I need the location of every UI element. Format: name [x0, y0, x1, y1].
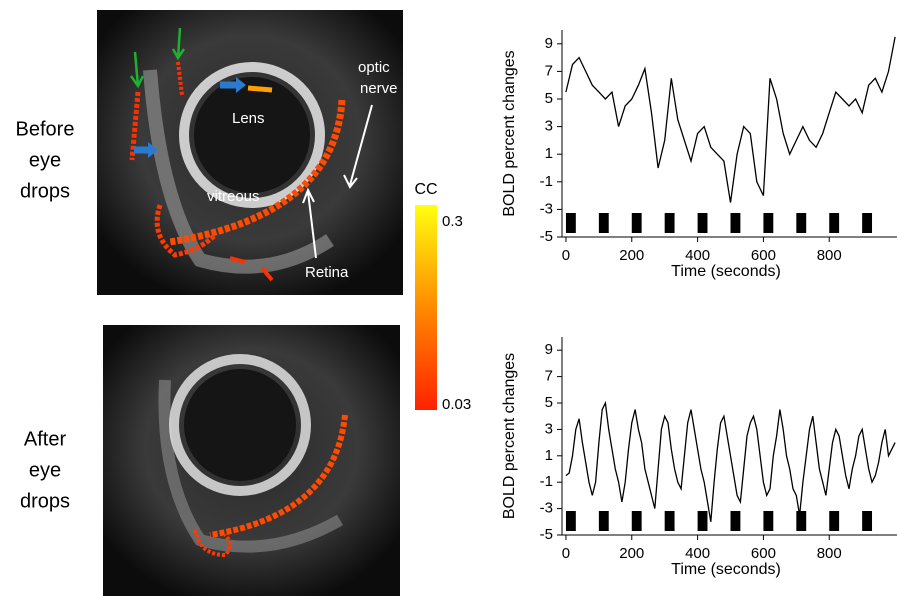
row-label: drops: [20, 180, 70, 202]
y-axis-label: BOLD percent changes: [501, 50, 518, 216]
y-tick-label: 1: [545, 447, 553, 464]
x-tick-label: 200: [619, 545, 644, 562]
stimulus-block: [862, 213, 873, 233]
colorbar-tick-label: 0.03: [442, 396, 471, 413]
y-tick-label: 1: [545, 145, 553, 162]
row-label: Before: [16, 118, 75, 140]
row-label: eye: [29, 149, 61, 171]
x-axis-label: Time (seconds): [671, 561, 781, 578]
bold-line: [565, 36, 896, 203]
stimulus-block: [763, 511, 774, 531]
colorbar: [415, 205, 437, 410]
y-tick-label: 9: [545, 341, 553, 358]
x-tick-label: 200: [619, 247, 644, 264]
image-label: nerve: [360, 80, 398, 97]
stimulus-block: [598, 213, 609, 233]
row-label: eye: [29, 459, 61, 481]
row-label: After: [24, 428, 67, 450]
stimulus-block: [565, 511, 576, 531]
y-tick-label: -1: [540, 473, 553, 490]
y-tick-label: 3: [545, 118, 553, 135]
x-tick-label: 800: [817, 247, 842, 264]
y-tick-label: 9: [545, 35, 553, 52]
y-tick-label: 7: [545, 62, 553, 79]
stimulus-block: [796, 213, 807, 233]
x-tick-label: 600: [751, 545, 776, 562]
y-tick-label: 5: [545, 90, 553, 107]
image-label: optic: [358, 59, 390, 76]
x-tick-label: 800: [817, 545, 842, 562]
y-tick-label: -5: [540, 228, 553, 245]
image-label: Retina: [305, 264, 349, 281]
stimulus-block: [829, 511, 840, 531]
stimulus-block: [862, 511, 873, 531]
x-tick-label: 0: [562, 545, 570, 562]
mri-image-after: [103, 325, 400, 596]
mri-image-before: Lens optic nerve vitreous Retina: [97, 10, 403, 295]
stimulus-block: [796, 511, 807, 531]
stimulus-block: [697, 511, 708, 531]
y-tick-label: 7: [545, 368, 553, 385]
stimulus-block: [598, 511, 609, 531]
stimulus-block: [697, 213, 708, 233]
y-tick-label: -3: [540, 200, 553, 217]
y-tick-label: -3: [540, 500, 553, 517]
x-tick-label: 400: [685, 247, 710, 264]
stimulus-block: [565, 213, 576, 233]
x-tick-label: 0: [562, 247, 570, 264]
stimulus-block: [664, 511, 675, 531]
y-tick-label: -5: [540, 526, 553, 543]
colorbar-title: CC: [414, 181, 437, 198]
colorbar-tick-label: 0.3: [442, 213, 463, 230]
bold-line: [565, 400, 896, 522]
image-label: Lens: [232, 110, 265, 127]
image-label: vitreous: [207, 188, 260, 205]
stimulus-block: [664, 213, 675, 233]
y-axis-label: BOLD percent changes: [501, 353, 518, 519]
stimulus-block: [631, 511, 642, 531]
stimulus-block: [631, 213, 642, 233]
y-tick-label: 3: [545, 420, 553, 437]
stimulus-block: [763, 213, 774, 233]
x-axis-label: Time (seconds): [671, 263, 781, 280]
stimulus-block: [730, 213, 741, 233]
y-tick-label: -1: [540, 173, 553, 190]
y-tick-label: 5: [545, 394, 553, 411]
row-label: drops: [20, 490, 70, 512]
stimulus-block: [730, 511, 741, 531]
stimulus-block: [829, 213, 840, 233]
x-tick-label: 400: [685, 545, 710, 562]
x-tick-label: 600: [751, 247, 776, 264]
